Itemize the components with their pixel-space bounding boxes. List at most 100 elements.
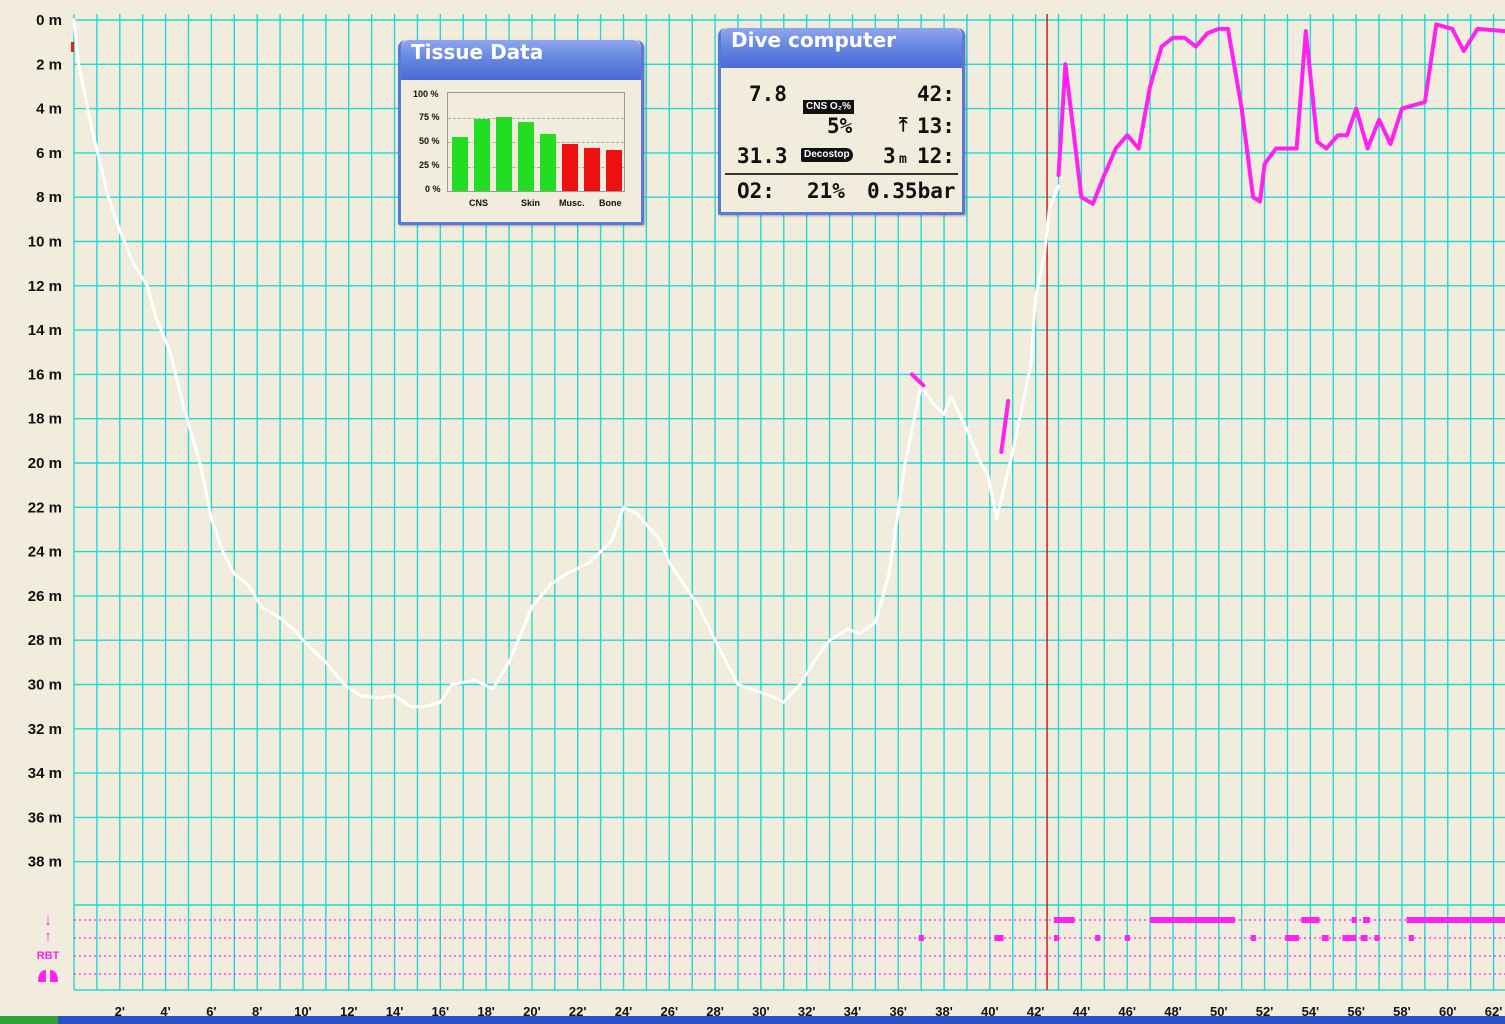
dive-computer-title[interactable]: Dive computer: [721, 28, 962, 68]
depth-tick-label: 6 m: [36, 145, 62, 162]
depth-tick-label: 26 m: [28, 588, 62, 605]
event-segment: [1408, 935, 1414, 941]
time-tick-label: 60': [1439, 1004, 1457, 1019]
event-segment: [1374, 935, 1380, 941]
dc-separator: [725, 173, 958, 175]
tissue-bar: [562, 143, 578, 191]
depth-tick-label: 38 m: [28, 854, 62, 871]
ascent-arrow-icon: ⤒: [899, 114, 908, 136]
tissue-xlabel-cns: CNS: [469, 198, 489, 208]
time-tick-label: 12': [340, 1004, 358, 1019]
time-tick-label: 50': [1210, 1004, 1228, 1019]
event-segment: [994, 935, 1004, 941]
event-segment: [1053, 917, 1075, 923]
tissue-bar: [540, 134, 556, 191]
time-tick-label: 44': [1073, 1004, 1091, 1019]
event-segment: [1321, 935, 1329, 941]
ascent-arrow-icon: ↑: [44, 928, 52, 945]
ascent-warning-line: [999, 399, 1011, 454]
time-tick-label: 6': [206, 1004, 216, 1019]
time-tick-label: 8': [252, 1004, 262, 1019]
depth-tick-label: 8 m: [36, 189, 62, 206]
event-segment: [1363, 917, 1370, 923]
depth-tick-label: 12 m: [28, 278, 62, 295]
time-tick-label: 42': [1027, 1004, 1045, 1019]
event-segment: [1250, 935, 1256, 941]
depth-tick-label: 4 m: [36, 101, 62, 118]
tissue-gridline: [448, 117, 624, 119]
lungs-icon: [38, 970, 58, 982]
dc-deco-depth: 3: [883, 144, 896, 168]
tissue-xlabel-bone: Bone: [599, 198, 622, 208]
tissue-ylabel-100: 100 %: [413, 89, 439, 99]
depth-tick-label: 30 m: [28, 677, 62, 694]
time-tick-label: 56': [1347, 1004, 1365, 1019]
tissue-bar: [606, 149, 622, 191]
depth-tick-label: 24 m: [28, 544, 62, 561]
dive-computer-panel[interactable]: Dive computer 7.8 42: CNS O₂% 5% ⤒ 13: 3…: [718, 28, 965, 215]
event-segment: [1351, 917, 1357, 923]
ascent-warning-line: [1056, 22, 1505, 206]
dc-deco-time: 12:: [917, 144, 955, 168]
dc-deco-unit: m: [899, 152, 907, 167]
time-tick-label: 48': [1164, 1004, 1182, 1019]
tissue-bar: [452, 137, 468, 191]
dc-cns-value: 5%: [827, 114, 853, 138]
depth-tick-label: 0 m: [36, 12, 62, 29]
tissue-bar: [496, 116, 512, 191]
time-tick-label: 52': [1256, 1004, 1274, 1019]
time-tick-label: 58': [1393, 1004, 1411, 1019]
time-tick-label: 26': [661, 1004, 679, 1019]
time-tick-label: 4': [160, 1004, 170, 1019]
time-tick-label: 2': [115, 1004, 125, 1019]
time-tick-label: 54': [1302, 1004, 1320, 1019]
event-segment: [1150, 917, 1235, 923]
time-tick-label: 16': [432, 1004, 450, 1019]
depth-tick-label: 28 m: [28, 632, 62, 649]
event-segment: [1285, 935, 1299, 941]
tissue-data-panel[interactable]: Tissue Data 100 % 75 % 50 % 25 % 0 % CNS…: [398, 40, 644, 225]
time-tick-label: 10': [294, 1004, 312, 1019]
time-tick-label: 36': [889, 1004, 907, 1019]
event-segment: [1406, 917, 1505, 923]
dc-ascent-time: 13:: [917, 114, 955, 138]
time-tick-label: 34': [844, 1004, 862, 1019]
cns-badge: CNS O₂%: [803, 100, 855, 114]
time-tick-label: 46': [1118, 1004, 1136, 1019]
time-tick-label: 18': [477, 1004, 495, 1019]
depth-tick-label: 36 m: [28, 809, 62, 826]
time-tick-label: 20': [523, 1004, 541, 1019]
status-strip-start: [0, 1016, 58, 1024]
depth-tick-label: 22 m: [28, 499, 62, 516]
event-segment: [918, 935, 924, 941]
time-tick-label: 62': [1485, 1004, 1503, 1019]
dc-value-top-left: 7.8: [749, 82, 787, 106]
event-segment: [1301, 917, 1320, 923]
depth-tick-label: 20 m: [28, 455, 62, 472]
dc-o2-pressure: 0.35bar: [867, 179, 956, 203]
event-segment: [1360, 935, 1368, 941]
tissue-bar: [584, 147, 600, 191]
time-tick-label: 30': [752, 1004, 770, 1019]
depth-tick-label: 34 m: [28, 765, 62, 782]
tissue-ylabel-75: 75 %: [419, 112, 440, 122]
tissue-plot-area: [447, 92, 625, 192]
time-tick-label: 22': [569, 1004, 587, 1019]
depth-tick-label: 10 m: [28, 234, 62, 251]
tissue-panel-title[interactable]: Tissue Data: [401, 40, 641, 80]
time-tick-label: 24': [615, 1004, 633, 1019]
start-marker: [71, 42, 74, 52]
event-segment: [1053, 935, 1059, 941]
tissue-ylabel-50: 50 %: [419, 136, 440, 146]
event-segment: [1095, 935, 1101, 941]
rbt-label: RBT: [37, 950, 60, 962]
depth-tick-label: 16 m: [28, 366, 62, 383]
event-segment: [1342, 935, 1357, 941]
descent-arrow-icon: ↓: [44, 912, 52, 929]
depth-profile-line: [72, 18, 1060, 709]
tissue-gridline: [448, 142, 624, 143]
time-tick-label: 38': [935, 1004, 953, 1019]
dc-value-mid-left: 31.3: [737, 144, 788, 168]
tissue-bar: [518, 122, 534, 191]
time-tick-label: 14': [386, 1004, 404, 1019]
